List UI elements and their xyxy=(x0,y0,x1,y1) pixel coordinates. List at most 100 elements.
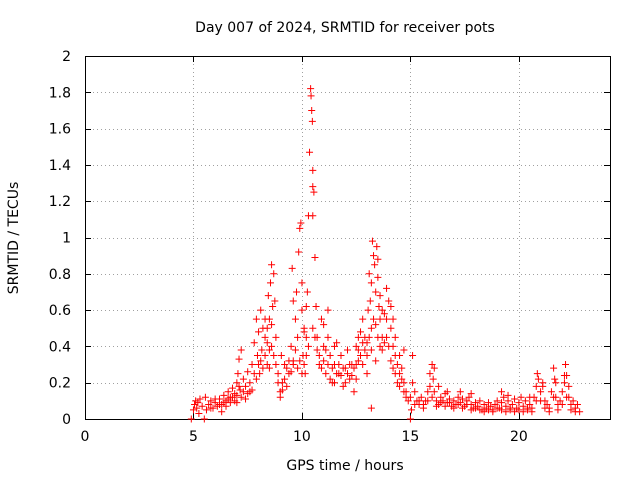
data-point xyxy=(515,406,523,414)
data-point xyxy=(328,364,336,372)
data-point xyxy=(515,399,523,407)
data-point xyxy=(281,361,289,369)
data-point xyxy=(295,248,303,256)
x-tick-label: 15 xyxy=(401,429,419,445)
data-point xyxy=(471,404,479,412)
data-point xyxy=(242,395,250,403)
data-point xyxy=(498,388,506,396)
data-point xyxy=(415,397,423,405)
data-point xyxy=(374,333,382,341)
data-point xyxy=(367,346,375,354)
data-point xyxy=(277,351,285,359)
data-point xyxy=(326,351,334,359)
data-point xyxy=(311,333,319,341)
data-point xyxy=(364,306,372,314)
data-point xyxy=(458,404,466,412)
data-point xyxy=(309,324,317,332)
data-point xyxy=(502,408,510,416)
data-point xyxy=(563,393,571,401)
data-point xyxy=(261,351,269,359)
data-point xyxy=(289,297,297,305)
data-point xyxy=(258,346,266,354)
data-point xyxy=(376,292,384,300)
data-point xyxy=(272,361,280,369)
data-point xyxy=(493,397,501,405)
data-point xyxy=(341,379,349,387)
data-point xyxy=(526,393,534,401)
data-point xyxy=(385,342,393,350)
data-point xyxy=(396,351,404,359)
data-point xyxy=(428,393,436,401)
y-axis-label: SRMTID / TECUs xyxy=(6,182,22,295)
data-point xyxy=(300,328,308,336)
data-point xyxy=(248,361,256,369)
data-point xyxy=(361,346,369,354)
data-point xyxy=(363,339,371,347)
data-point xyxy=(317,364,325,372)
data-point xyxy=(296,357,304,365)
data-point xyxy=(508,400,516,408)
data-point xyxy=(533,370,541,378)
data-point xyxy=(458,395,466,403)
data-point xyxy=(411,388,419,396)
data-point xyxy=(352,361,360,369)
data-point xyxy=(333,339,341,347)
data-point xyxy=(291,315,299,323)
data-point xyxy=(532,382,540,390)
data-point xyxy=(429,375,437,383)
data-point xyxy=(435,382,443,390)
data-point xyxy=(387,357,395,365)
data-point xyxy=(344,370,351,378)
data-point xyxy=(315,361,323,369)
data-point xyxy=(350,388,358,396)
data-point xyxy=(511,395,519,403)
data-point xyxy=(298,279,306,287)
data-point xyxy=(312,302,320,310)
data-point xyxy=(372,288,380,296)
data-point xyxy=(498,406,506,414)
data-point xyxy=(541,404,549,412)
data-point xyxy=(233,399,241,407)
data-point xyxy=(320,342,328,350)
data-point xyxy=(263,339,271,347)
data-point xyxy=(396,382,404,390)
data-point xyxy=(409,351,417,359)
data-point xyxy=(287,368,295,376)
data-point xyxy=(372,357,380,365)
data-point xyxy=(278,386,286,394)
data-point xyxy=(322,370,330,378)
data-point xyxy=(330,342,338,350)
data-point xyxy=(363,370,371,378)
tick-labels: 0 5 10 15 20 0 0.2 0.4 0.6 0.8 1 1.2 1.4 1.6 1.8 2 xyxy=(49,49,528,445)
data-point xyxy=(357,351,365,359)
data-point xyxy=(220,399,228,407)
data-point xyxy=(374,255,382,263)
data-point xyxy=(424,397,432,405)
data-point xyxy=(400,379,408,387)
data-point xyxy=(560,371,568,379)
data-point xyxy=(376,342,384,350)
data-point xyxy=(476,397,484,405)
data-point xyxy=(571,408,579,416)
data-point xyxy=(272,333,280,341)
data-point xyxy=(310,188,318,196)
data-point xyxy=(211,395,219,403)
data-point xyxy=(419,400,427,408)
data-point xyxy=(298,370,306,378)
data-point xyxy=(283,382,291,390)
data-point xyxy=(346,361,354,369)
data-point xyxy=(252,375,260,383)
data-point xyxy=(233,391,241,399)
data-point xyxy=(558,400,566,408)
data-point xyxy=(352,375,360,383)
data-point xyxy=(526,400,534,408)
data-point xyxy=(391,370,399,378)
data-point xyxy=(242,382,250,390)
data-point xyxy=(370,252,378,260)
data-point xyxy=(311,253,319,261)
data-point xyxy=(259,364,267,372)
data-point xyxy=(359,361,367,369)
data-point xyxy=(235,355,243,363)
data-point xyxy=(269,302,277,310)
data-point xyxy=(398,364,406,372)
